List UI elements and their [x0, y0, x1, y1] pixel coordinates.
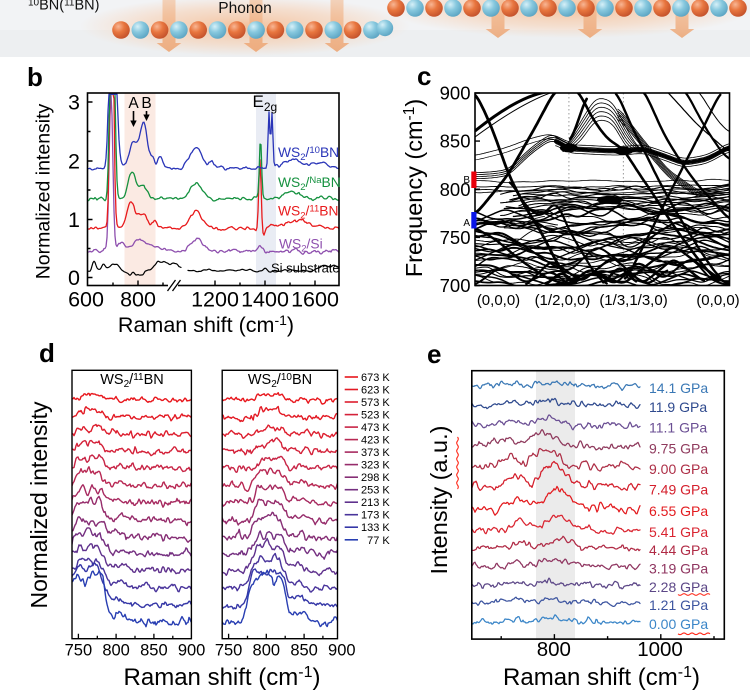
- svg-text:(1/2,0,0): (1/2,0,0): [535, 292, 591, 309]
- svg-text:11.1 GPa: 11.1 GPa: [649, 420, 707, 436]
- svg-text:Si substrate: Si substrate: [271, 261, 340, 276]
- svg-text:473 K: 473 K: [361, 422, 390, 434]
- svg-text:423 K: 423 K: [361, 435, 390, 447]
- svg-text:(0,0,0): (0,0,0): [477, 292, 520, 309]
- svg-text:850: 850: [290, 642, 318, 660]
- svg-text:373 K: 373 K: [361, 447, 390, 459]
- svg-text:B: B: [463, 175, 470, 186]
- svg-text:323 K: 323 K: [361, 460, 390, 472]
- svg-text:7.49 GPa: 7.49 GPa: [649, 481, 708, 497]
- svg-text:WS2/10BN: WS2/10BN: [278, 145, 339, 163]
- svg-text:WS2/NaBN: WS2/NaBN: [278, 175, 341, 193]
- svg-text:1400: 1400: [241, 288, 289, 312]
- svg-text:9.00 GPa: 9.00 GPa: [649, 461, 708, 477]
- svg-text:77 K: 77 K: [361, 535, 390, 547]
- svg-text:850: 850: [440, 131, 471, 152]
- svg-text:173 K: 173 K: [361, 510, 390, 522]
- svg-text:10BN(11BN): 10BN(11BN): [28, 0, 99, 14]
- svg-text:Intensity (a.u.): Intensity (a.u.): [426, 426, 452, 575]
- svg-text:523 K: 523 K: [361, 410, 390, 422]
- svg-text:2.28 GPa: 2.28 GPa: [649, 579, 708, 595]
- svg-text:800: 800: [120, 288, 156, 312]
- svg-text:14.1 GPa: 14.1 GPa: [649, 380, 708, 396]
- svg-text:WS2/10BN: WS2/10BN: [248, 372, 312, 390]
- svg-text:Normalized intensity: Normalized intensity: [26, 401, 52, 609]
- svg-text:0.00 GPa: 0.00 GPa: [649, 616, 708, 632]
- svg-text:800: 800: [440, 179, 471, 200]
- svg-text:800: 800: [102, 642, 130, 660]
- svg-text:4.44 GPa: 4.44 GPa: [649, 542, 708, 558]
- svg-text:(0,0,0): (0,0,0): [696, 292, 739, 309]
- svg-text:WS2/11BN: WS2/11BN: [100, 372, 164, 390]
- svg-text:3.19 GPa: 3.19 GPa: [649, 560, 708, 576]
- svg-text:d: d: [39, 338, 55, 368]
- svg-text:253 K: 253 K: [361, 485, 390, 497]
- svg-text:Normalized intensity: Normalized intensity: [33, 103, 55, 279]
- svg-text:850: 850: [140, 642, 168, 660]
- svg-text:9.75 GPa: 9.75 GPa: [649, 441, 708, 457]
- svg-text:700: 700: [440, 275, 471, 296]
- svg-text:1200: 1200: [191, 288, 239, 312]
- svg-text:1600: 1600: [291, 288, 339, 312]
- svg-text:800: 800: [537, 638, 571, 661]
- svg-text:Raman shift (cm-1): Raman shift (cm-1): [503, 664, 700, 691]
- svg-text:600: 600: [68, 288, 104, 312]
- svg-text:Frequency (cm-1): Frequency (cm-1): [401, 99, 427, 277]
- svg-text:11.9 GPa: 11.9 GPa: [649, 399, 707, 415]
- svg-text:1000: 1000: [637, 638, 683, 661]
- svg-text:750: 750: [65, 642, 93, 660]
- svg-text:800: 800: [253, 642, 281, 660]
- svg-text:133 K: 133 K: [361, 522, 390, 534]
- svg-text:750: 750: [440, 227, 471, 248]
- svg-text:900: 900: [178, 642, 206, 660]
- svg-text:Raman shift (cm-1): Raman shift (cm-1): [124, 664, 321, 691]
- svg-text:A: A: [463, 218, 470, 229]
- svg-text:b: b: [27, 62, 43, 92]
- svg-text:1: 1: [68, 208, 80, 232]
- svg-text:WS2/Si: WS2/Si: [279, 237, 323, 255]
- svg-text:5.41 GPa: 5.41 GPa: [649, 524, 708, 540]
- svg-text:Raman shift (cm-1): Raman shift (cm-1): [118, 312, 294, 337]
- svg-text:e: e: [427, 339, 441, 369]
- svg-text:623 K: 623 K: [361, 385, 390, 397]
- svg-text:(1/3,1/3,0): (1/3,1/3,0): [599, 292, 667, 309]
- svg-text:WS2/11BN: WS2/11BN: [278, 204, 338, 222]
- svg-text:573 K: 573 K: [361, 397, 390, 409]
- svg-text:B: B: [141, 95, 151, 112]
- svg-text:298 K: 298 K: [361, 472, 390, 484]
- svg-text:Phonon: Phonon: [218, 0, 271, 17]
- svg-text:c: c: [417, 61, 431, 91]
- svg-text:900: 900: [328, 642, 356, 660]
- svg-text:6.55 GPa: 6.55 GPa: [649, 503, 708, 519]
- svg-text:1.21 GPa: 1.21 GPa: [649, 597, 708, 613]
- svg-text:213 K: 213 K: [361, 497, 390, 509]
- svg-text:A: A: [128, 95, 139, 112]
- svg-text:673 K: 673 K: [361, 372, 390, 384]
- svg-text:0: 0: [68, 266, 80, 290]
- svg-text:3: 3: [68, 91, 80, 115]
- svg-text:900: 900: [440, 83, 471, 104]
- svg-text:750: 750: [215, 642, 243, 660]
- svg-text:2: 2: [68, 150, 80, 174]
